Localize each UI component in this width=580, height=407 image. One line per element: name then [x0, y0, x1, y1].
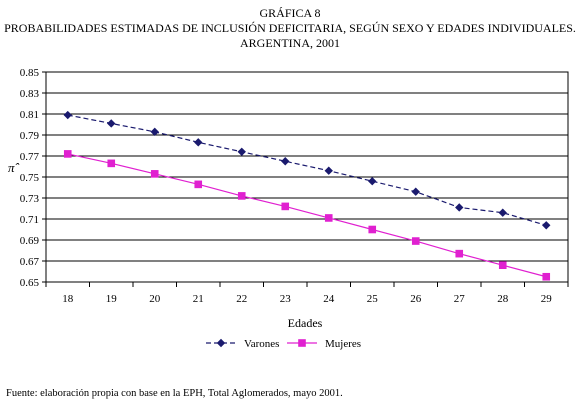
data-point-varones	[455, 203, 464, 212]
y-tick-label: 0.85	[20, 67, 40, 79]
data-point-mujeres	[411, 237, 420, 245]
x-tick-label: 18	[62, 293, 74, 305]
legend-marker-mujeres	[298, 339, 306, 347]
data-point-varones	[542, 221, 551, 230]
data-point-mujeres	[498, 261, 507, 269]
data-point-varones	[411, 187, 420, 196]
x-tick-label: 23	[280, 293, 292, 305]
data-point-varones	[237, 147, 246, 156]
data-point-varones	[281, 157, 290, 166]
x-tick-label: 28	[497, 293, 509, 305]
y-tick-label: 0.71	[20, 214, 39, 226]
data-point-mujeres	[237, 192, 246, 200]
chart-title-block: GRÁFICA 8 PROBABILIDADES ESTIMADAS DE IN…	[0, 6, 580, 51]
legend-label-mujeres: Mujeres	[325, 338, 361, 350]
chart-label: GRÁFICA 8	[259, 6, 321, 20]
data-point-mujeres	[107, 159, 116, 168]
y-tick-label: 0.69	[20, 235, 40, 247]
series-group	[63, 110, 551, 281]
y-axis: 0.65 0.67 0.69 0.71 0.73 0.75 0.77 0.79 0.81 0.83…	[20, 67, 46, 289]
chart-subtitle: ARGENTINA, 2001	[240, 36, 340, 50]
data-point-mujeres	[542, 272, 551, 281]
x-tick-label: 22	[236, 293, 247, 305]
x-tick-label: 27	[454, 293, 466, 305]
x-tick-label: 26	[410, 293, 422, 305]
data-point-varones	[107, 119, 116, 128]
data-point-varones	[63, 110, 72, 120]
data-point-mujeres	[150, 170, 159, 178]
data-point-mujeres	[324, 214, 333, 222]
series-mujeres	[63, 150, 551, 281]
chart-title: PROBABILIDADES ESTIMADAS DE INCLUSIÓN DE…	[4, 21, 576, 35]
y-tick-label: 0.73	[20, 193, 40, 205]
x-tick-label: 19	[106, 293, 118, 305]
series-line-mujeres	[67, 153, 547, 278]
data-point-mujeres	[455, 249, 464, 258]
x-tick-label: 25	[367, 293, 379, 305]
data-point-varones	[368, 177, 377, 186]
y-tick-label: 0.81	[20, 109, 39, 121]
legend-label-varones: Varones	[244, 338, 279, 350]
y-axis-label: π̂	[8, 160, 20, 175]
data-point-mujeres	[194, 180, 203, 189]
data-point-mujeres	[368, 225, 377, 234]
series-varones	[63, 110, 551, 230]
data-point-varones	[324, 166, 333, 175]
y-tick-label: 0.67	[20, 256, 40, 268]
data-point-varones	[150, 127, 159, 137]
source-note: Fuente: elaboración propia con base en l…	[6, 388, 343, 399]
y-tick-label: 0.75	[20, 172, 40, 184]
data-point-mujeres	[63, 150, 72, 158]
y-tick-label: 0.65	[20, 277, 40, 289]
legend: Varones Mujeres	[206, 338, 361, 350]
data-point-varones	[498, 208, 507, 217]
x-tick-label: 21	[193, 293, 204, 305]
series-line-varones	[67, 114, 547, 226]
y-tick-label: 0.83	[20, 88, 40, 100]
y-tick-label: 0.79	[20, 130, 40, 142]
x-axis-label: Edades	[288, 316, 323, 330]
data-point-varones	[194, 138, 203, 147]
x-tick-label: 20	[149, 293, 161, 305]
legend-marker-varones	[216, 338, 226, 348]
x-axis: 18 19 20 21 22 23 24 25 26 27 28 29	[45, 282, 569, 305]
y-tick-label: 0.77	[20, 151, 40, 163]
data-point-mujeres	[281, 202, 290, 211]
gridlines	[46, 92, 568, 262]
x-tick-label: 24	[323, 293, 335, 305]
x-tick-label: 29	[541, 293, 553, 305]
